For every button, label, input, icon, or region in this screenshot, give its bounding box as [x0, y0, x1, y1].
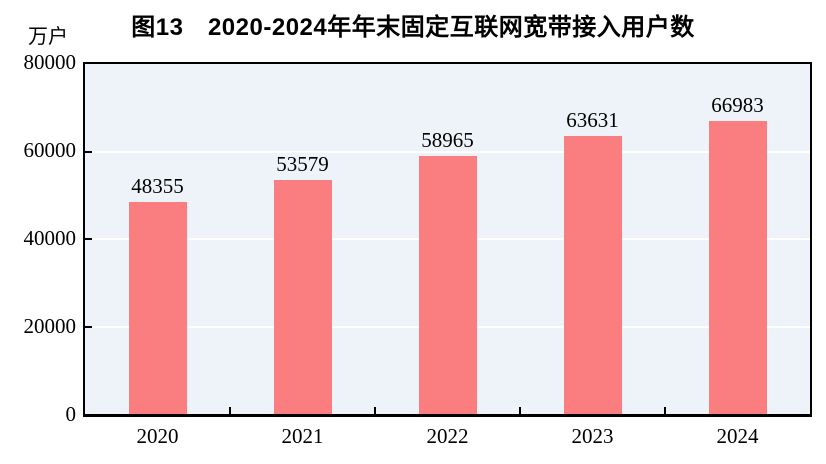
- x-axis-tick-mark: [374, 407, 376, 414]
- x-axis-tick-mark: [229, 407, 231, 414]
- bar-value-label: 53579: [276, 151, 329, 176]
- y-axis-tick-label: 20000: [23, 314, 77, 338]
- plot-area: [83, 62, 812, 417]
- y-axis-tick-mark: [85, 238, 92, 240]
- y-axis-tick-mark: [85, 150, 92, 153]
- bar-value-label: 63631: [566, 107, 619, 132]
- y-axis-tick-label: 0: [65, 402, 77, 426]
- bar: [273, 179, 332, 414]
- bar: [128, 202, 187, 414]
- x-axis-tick-label: 2020: [136, 424, 179, 448]
- bar: [563, 135, 622, 414]
- x-axis-tick-label: 2022: [426, 424, 469, 448]
- gridline: [85, 150, 810, 153]
- bar-value-label: 48355: [131, 174, 184, 199]
- y-axis-tick-mark: [85, 325, 92, 328]
- x-axis-tick-mark: [519, 407, 521, 414]
- y-axis-tick-label: 40000: [23, 226, 77, 250]
- bar-value-label: 58965: [421, 128, 474, 153]
- y-axis-tick-label: 60000: [23, 138, 77, 162]
- bar: [418, 156, 477, 414]
- y-axis-unit-label: 万户: [28, 26, 68, 48]
- y-axis-tick-label: 80000: [23, 50, 77, 74]
- bar-value-label: 66983: [711, 92, 764, 117]
- x-axis-tick-label: 2024: [716, 424, 759, 448]
- x-axis-tick-mark: [664, 407, 666, 414]
- chart-title: 图13 2020-2024年年末固定互联网宽带接入用户数: [131, 14, 695, 41]
- x-axis-tick-label: 2021: [281, 424, 324, 448]
- x-axis-tick-label: 2023: [571, 424, 614, 448]
- bar: [708, 120, 767, 414]
